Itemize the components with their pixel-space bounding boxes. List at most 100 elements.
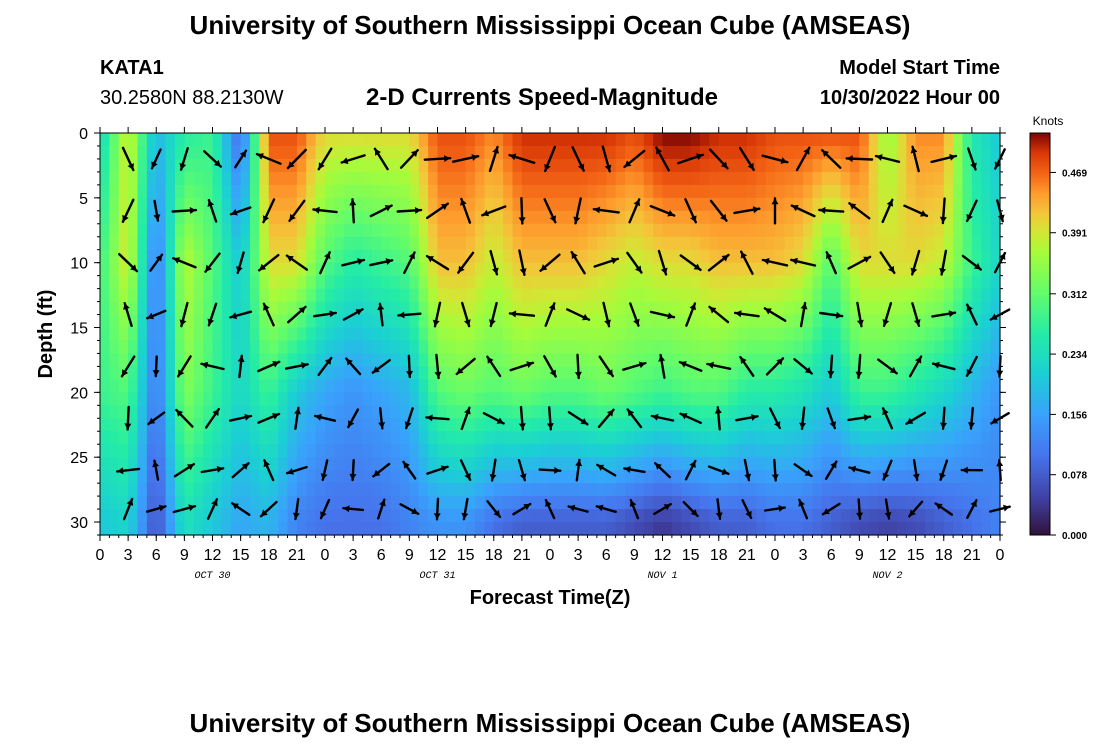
heat-cell: [803, 366, 814, 380]
heat-cell: [953, 379, 964, 393]
heat-cell: [643, 171, 654, 186]
heat-cell: [493, 223, 504, 238]
heat-cell: [700, 262, 710, 277]
heat-cell: [812, 301, 823, 316]
heat-cell: [915, 366, 926, 380]
arrow-head: [689, 461, 696, 468]
heat-cell: [146, 470, 157, 484]
heat-cell: [943, 444, 954, 458]
heat-cell: [221, 522, 232, 536]
heat-cell: [925, 431, 935, 445]
heat-cell: [925, 496, 935, 510]
heat-cell: [409, 314, 420, 329]
heat-cell: [850, 249, 860, 264]
current-arrow: [124, 405, 132, 431]
heat-cell: [437, 314, 448, 329]
heat-cell: [578, 366, 589, 380]
heat-cell: [193, 145, 204, 160]
arrow-head: [604, 319, 611, 327]
heat-cell: [400, 366, 410, 380]
heat-cell: [212, 301, 223, 316]
heat-cell: [531, 392, 542, 406]
heat-cell: [240, 210, 251, 225]
heat-cell: [737, 288, 748, 303]
heat-cell: [981, 522, 992, 536]
heat-cell: [943, 483, 954, 497]
arrow-head: [568, 504, 576, 512]
heat-cell: [615, 210, 626, 225]
heat-cell: [746, 249, 757, 264]
heat-cell: [606, 145, 617, 160]
arrow-head: [427, 256, 434, 263]
heat-cell: [231, 301, 242, 316]
heat-cell: [681, 418, 692, 432]
heat-cell: [512, 353, 523, 368]
heat-cell: [990, 405, 1001, 419]
heat-cell: [625, 171, 635, 186]
heat-cell: [887, 509, 898, 523]
heat-cell: [690, 444, 701, 458]
heat-cell: [906, 444, 917, 458]
heat-cell: [531, 353, 542, 368]
heat-cell: [456, 171, 467, 186]
arrow-head: [493, 510, 500, 517]
arrow-head: [999, 253, 1006, 260]
heat-cell: [446, 301, 457, 316]
current-arrow: [294, 406, 301, 430]
heat-cell: [812, 340, 823, 355]
heat-cell: [765, 314, 776, 329]
heat-cell: [343, 133, 354, 147]
heat-cell: [906, 457, 917, 471]
current-arrow: [206, 498, 219, 520]
heat-cell: [175, 314, 185, 329]
heat-cell: [803, 184, 814, 199]
heat-cell: [334, 379, 345, 393]
heat-cell: [765, 288, 776, 303]
x-tick-label: 6: [827, 547, 836, 564]
heat-cell: [700, 184, 710, 199]
current-arrow: [461, 301, 471, 328]
heat-cell: [953, 327, 964, 342]
current-arrow: [679, 254, 702, 272]
heat-cell: [109, 262, 120, 277]
heat-cell: [446, 392, 457, 406]
heat-cell: [700, 275, 710, 290]
heat-cell: [953, 444, 964, 458]
current-arrow: [593, 257, 619, 268]
heat-cell: [887, 496, 898, 510]
heat-cell: [437, 379, 448, 393]
heat-cell: [137, 509, 148, 523]
heat-cell: [850, 184, 860, 199]
heat-cell: [690, 353, 701, 368]
heat-cell: [512, 133, 523, 147]
heat-cell: [812, 197, 823, 212]
heat-cell: [400, 509, 410, 523]
heat-cell: [465, 262, 476, 277]
heat-cell: [175, 457, 185, 471]
heat-cell: [240, 223, 251, 238]
heat-cell: [156, 223, 167, 238]
heat-cell: [231, 444, 242, 458]
heat-cell: [212, 184, 223, 199]
heat-cell: [193, 470, 204, 484]
heat-cell: [503, 314, 514, 329]
heat-cell: [268, 444, 279, 458]
heat-cell: [643, 275, 654, 290]
heat-cell: [625, 418, 635, 432]
heat-cell: [503, 158, 514, 173]
heat-cell: [306, 301, 317, 316]
heat-cell: [118, 171, 129, 186]
heat-cell: [503, 392, 514, 406]
heat-cell: [934, 353, 945, 368]
x-tick-label: 12: [654, 547, 672, 564]
heat-cell: [887, 210, 898, 225]
heat-cell: [362, 405, 373, 419]
arrow-head: [611, 257, 618, 265]
heat-cell: [268, 366, 279, 380]
heat-cell: [812, 288, 823, 303]
heat-cell: [868, 197, 879, 212]
heat-cell: [128, 418, 139, 432]
heat-cell: [578, 522, 589, 536]
heat-cell: [934, 327, 945, 342]
heat-cell: [559, 288, 570, 303]
